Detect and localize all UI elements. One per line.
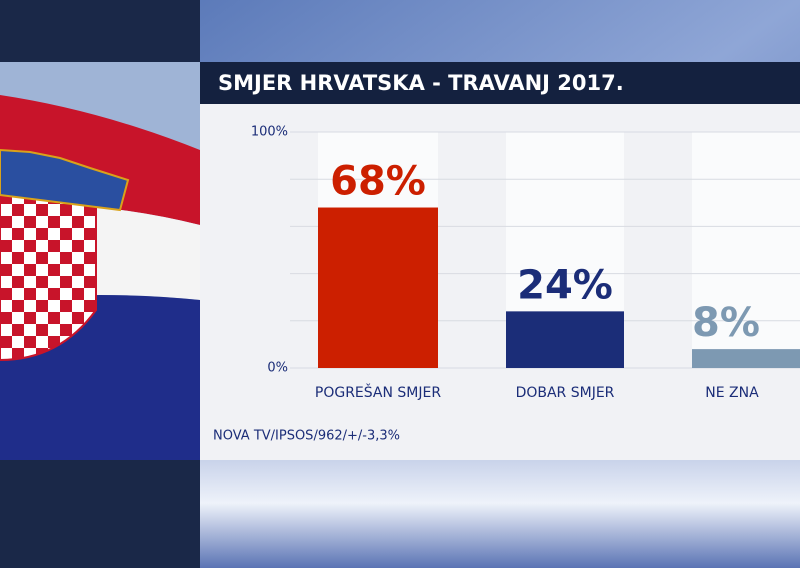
source: NOVA TV/IPSOS/962/+/-3,3% xyxy=(213,429,400,444)
bar xyxy=(692,349,800,368)
chart-title: SMJER HRVATSKA - TRAVANJ 2017. xyxy=(218,71,624,95)
x-tick-label: POGREŠAN SMJER xyxy=(315,383,441,401)
value-label: 8% xyxy=(692,300,760,346)
left-strip xyxy=(0,460,200,568)
bar xyxy=(506,311,624,368)
x-tick-label: DOBAR SMJER xyxy=(516,385,615,401)
y-tick-label: 100% xyxy=(251,125,288,140)
flag xyxy=(0,62,200,460)
left-strip xyxy=(0,0,200,62)
floor xyxy=(200,460,800,568)
value-label: 24% xyxy=(517,262,613,308)
bar xyxy=(318,207,438,368)
value-label: 68% xyxy=(330,159,426,205)
bar-backdrop xyxy=(692,132,800,368)
x-tick-label: NE ZNA xyxy=(705,385,759,401)
y-tick-label: 0% xyxy=(267,361,288,376)
title-bar xyxy=(200,62,800,104)
